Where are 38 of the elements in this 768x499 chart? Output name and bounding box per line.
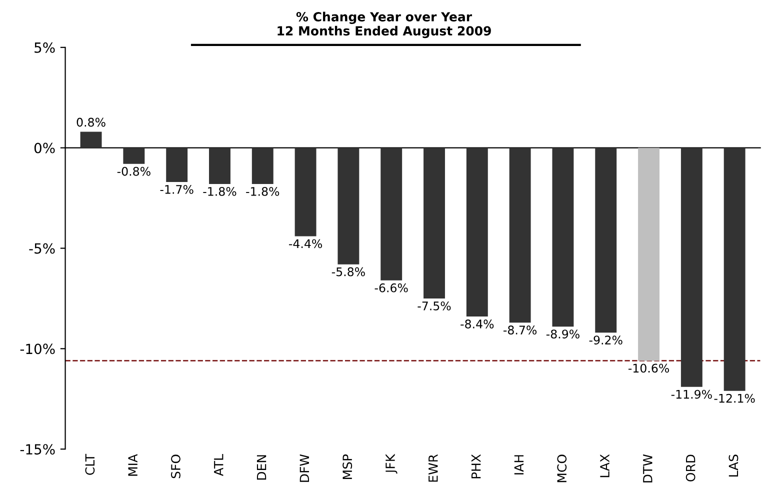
x-tick-label: DTW [643, 454, 652, 482]
data-label: -8.4% [460, 320, 494, 328]
data-label: -12.1% [714, 394, 755, 403]
x-tick-label: DEN [256, 455, 266, 480]
x-tick-label: LAS [728, 454, 738, 476]
data-label: -10.6% [628, 364, 669, 373]
x-tick-label: MSP [342, 454, 352, 479]
x-tick-label: LAX [600, 454, 610, 478]
data-label: -4.4% [288, 239, 322, 248]
y-tick-label: 0% [34, 142, 55, 154]
data-label: 0.8% [76, 118, 106, 127]
x-tick-label: DFW [300, 454, 309, 482]
x-tick-label: ATL [214, 454, 224, 476]
x-tick-label: JFK [386, 454, 398, 474]
x-tick-label: SFO [171, 454, 180, 478]
y-tick-label: 5% [34, 42, 55, 53]
x-tick-label: PHX [471, 454, 481, 478]
data-label: -1.7% [160, 184, 194, 194]
data-label: -8.9% [546, 330, 580, 338]
x-tick-label: IAH [514, 455, 524, 474]
data-label: -1.8% [246, 186, 280, 196]
x-tick-label: ORD [686, 454, 696, 482]
data-label: -0.8% [117, 166, 150, 176]
x-tick-label: CLT [85, 454, 95, 475]
data-label: -5.8% [332, 267, 365, 276]
x-tick-label: EWR [428, 454, 438, 482]
y-tick-label: -10% [20, 344, 55, 354]
y-tick-label: -5% [29, 243, 55, 254]
chart-title: % Change Year over Year 12 Months Ended August 2009 [278, 12, 491, 38]
data-label: -9.2% [589, 336, 622, 345]
data-label: -8.7% [504, 326, 537, 334]
data-label: -1.8% [203, 186, 236, 196]
data-label: -11.9% [671, 390, 712, 399]
data-label: -7.5% [418, 301, 451, 310]
x-tick-label: MCO [557, 454, 567, 482]
x-tick-label: MIA [128, 454, 138, 476]
y-tick-label: -15% [20, 444, 55, 455]
data-label: -6.6% [374, 283, 408, 292]
